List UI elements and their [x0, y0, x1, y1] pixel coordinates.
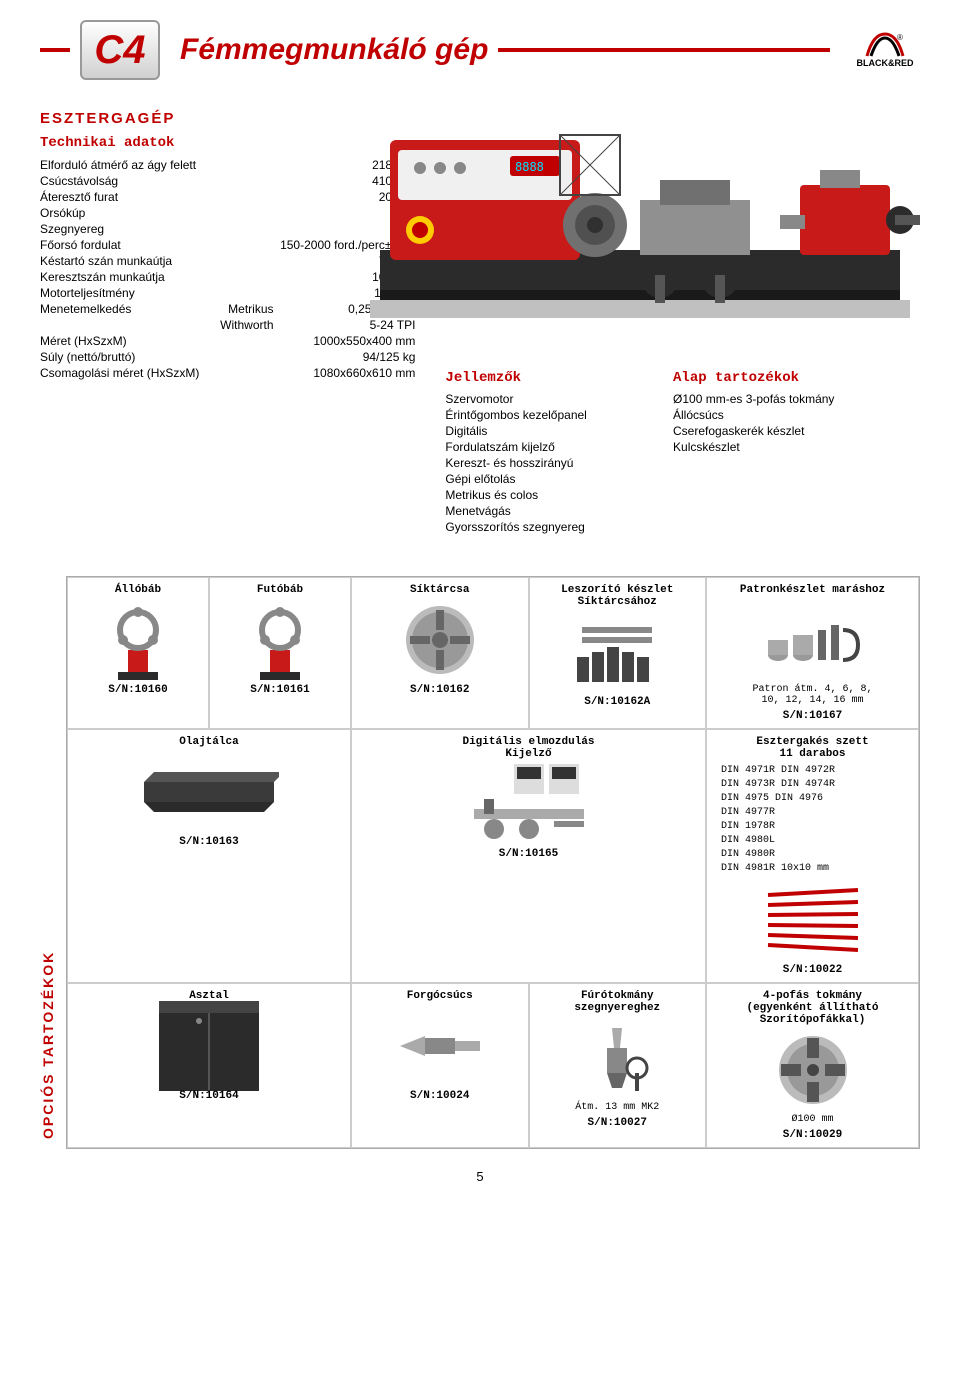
option-cell: Esztergakés szett11 darabos DIN 4971R DIN… [706, 729, 919, 983]
option-image [713, 880, 912, 960]
product-image: 8888 [360, 80, 920, 340]
option-sn: S/N:10167 [713, 710, 912, 722]
feature-item: Menetvágás [445, 504, 643, 518]
option-sn: S/N:10022 [713, 964, 912, 976]
option-sn: S/N:10165 [358, 848, 699, 860]
option-label: Esztergakés szett11 darabos [713, 736, 912, 760]
option-image [74, 600, 202, 680]
option-label: Fúrótokmány szegnyereghez [536, 990, 700, 1014]
option-label: Állóbáb [74, 584, 202, 596]
svg-text:®: ® [897, 33, 903, 42]
features-title: Jellemzők [445, 370, 643, 386]
option-note: Átm. 13 mm MK2 [536, 1102, 700, 1113]
brand-logo: ® BLACK&RED [850, 25, 920, 75]
svg-text:8888: 8888 [515, 160, 544, 174]
feature-item: Metrikus és colos [445, 488, 643, 502]
feature-item: Gyorsszorítós szegnyereg [445, 520, 643, 534]
option-cell: Olajtálca S/N:10163 [67, 729, 351, 983]
feature-item: Digitális [445, 424, 643, 438]
option-cell: Leszorító készletSíktárcsához S/N:10162A [529, 577, 707, 729]
accessory-item: Kulcskészlet [673, 440, 920, 454]
option-cell: Síktárcsa S/N:10162 [351, 577, 529, 729]
option-label: 4-pofás tokmány(egyenként állíthatóSzorí… [713, 990, 912, 1026]
option-sn: S/N:10160 [74, 684, 202, 696]
accessory-item: Állócsúcs [673, 408, 920, 422]
feature-item: Fordulatszám kijelző [445, 440, 643, 454]
options-side-label: OPCIÓS TARTOZÉKOK [40, 576, 56, 1149]
option-sn: S/N:10164 [74, 1090, 344, 1102]
option-cell: AsztalS/N:10164 [67, 983, 351, 1148]
model-badge: C4 [80, 20, 160, 80]
option-cell: Állóbáb S/N:10160 [67, 577, 209, 729]
accessories-title: Alap tartozékok [673, 370, 920, 386]
feature-item: Szervomotor [445, 392, 643, 406]
option-cell: Digitális elmozdulásKijelző S/N:10165 [351, 729, 706, 983]
option-label: Futóbáb [216, 584, 344, 596]
option-label: Olajtálca [74, 736, 344, 748]
option-image [713, 1030, 912, 1110]
option-image [74, 1006, 344, 1086]
header-band: C4 Fémmegmunkáló gép ® BLACK&RED [40, 20, 920, 80]
option-image [358, 1006, 522, 1086]
option-cell: Fúrótokmány szegnyereghez Átm. 13 mm MK2 S… [529, 983, 707, 1148]
brand-logo-text: BLACK&RED [857, 58, 914, 68]
option-label: Síktárcsa [358, 584, 522, 596]
option-image [358, 764, 699, 844]
options-grid: Állóbáb S/N:10160 Futóbáb S/N:10161 Síktárcs… [66, 576, 920, 1149]
option-note: Patron átm. 4, 6, 8,10, 12, 14, 16 mm [713, 684, 912, 706]
option-cell: Patronkészlet maráshoz Patron átm. 4, 6, … [706, 577, 919, 729]
spec-row: Csomagolási méret (HxSzxM)1080x660x610 m… [40, 365, 415, 381]
option-label: Patronkészlet maráshoz [713, 584, 912, 596]
option-cell: Forgócsúcs S/N:10024 [351, 983, 529, 1148]
option-sn: S/N:10162 [358, 684, 522, 696]
option-sn: S/N:10162A [536, 696, 700, 708]
option-label: Leszorító készletSíktárcsához [536, 584, 700, 608]
features-list: Szervomotor Érintőgombos kezelőpanel Digit… [445, 392, 643, 534]
option-sn: S/N:10024 [358, 1090, 522, 1102]
din-list: DIN 4971R DIN 4972RDIN 4973R DIN 4974RDI… [721, 764, 912, 876]
option-image [358, 600, 522, 680]
option-label: Forgócsúcs [358, 990, 522, 1002]
option-sn: S/N:10163 [74, 836, 344, 848]
option-image [536, 612, 700, 692]
accessory-item: Ø100 mm-es 3-pofás tokmány [673, 392, 920, 406]
option-image [713, 600, 912, 680]
feature-item: Gépi előtolás [445, 472, 643, 486]
option-note: Ø100 mm [713, 1114, 912, 1125]
option-sn: S/N:10027 [536, 1117, 700, 1129]
header-rule-right [498, 48, 830, 52]
accessory-item: Cserefogaskerék készlet [673, 424, 920, 438]
brand-logo-icon: ® [865, 32, 905, 58]
accessories-list: Ø100 mm-es 3-pofás tokmány Állócsúcs Csere… [673, 392, 920, 454]
option-sn: S/N:10029 [713, 1129, 912, 1141]
option-cell: 4-pofás tokmány(egyenként állíthatóSzorí… [706, 983, 919, 1148]
option-image [74, 752, 344, 832]
option-cell: Futóbáb S/N:10161 [209, 577, 351, 729]
feature-item: Érintőgombos kezelőpanel [445, 408, 643, 422]
option-label: Digitális elmozdulásKijelző [358, 736, 699, 760]
page-category-title: Fémmegmunkáló gép [180, 33, 488, 67]
option-image [216, 600, 344, 680]
feature-item: Kereszt- és hosszirányú [445, 456, 643, 470]
spec-row: Súly (nettó/bruttó)94/125 kg [40, 349, 415, 365]
option-image [536, 1018, 700, 1098]
page-number: 5 [40, 1169, 920, 1184]
option-sn: S/N:10161 [216, 684, 344, 696]
header-rule-left [40, 48, 70, 52]
